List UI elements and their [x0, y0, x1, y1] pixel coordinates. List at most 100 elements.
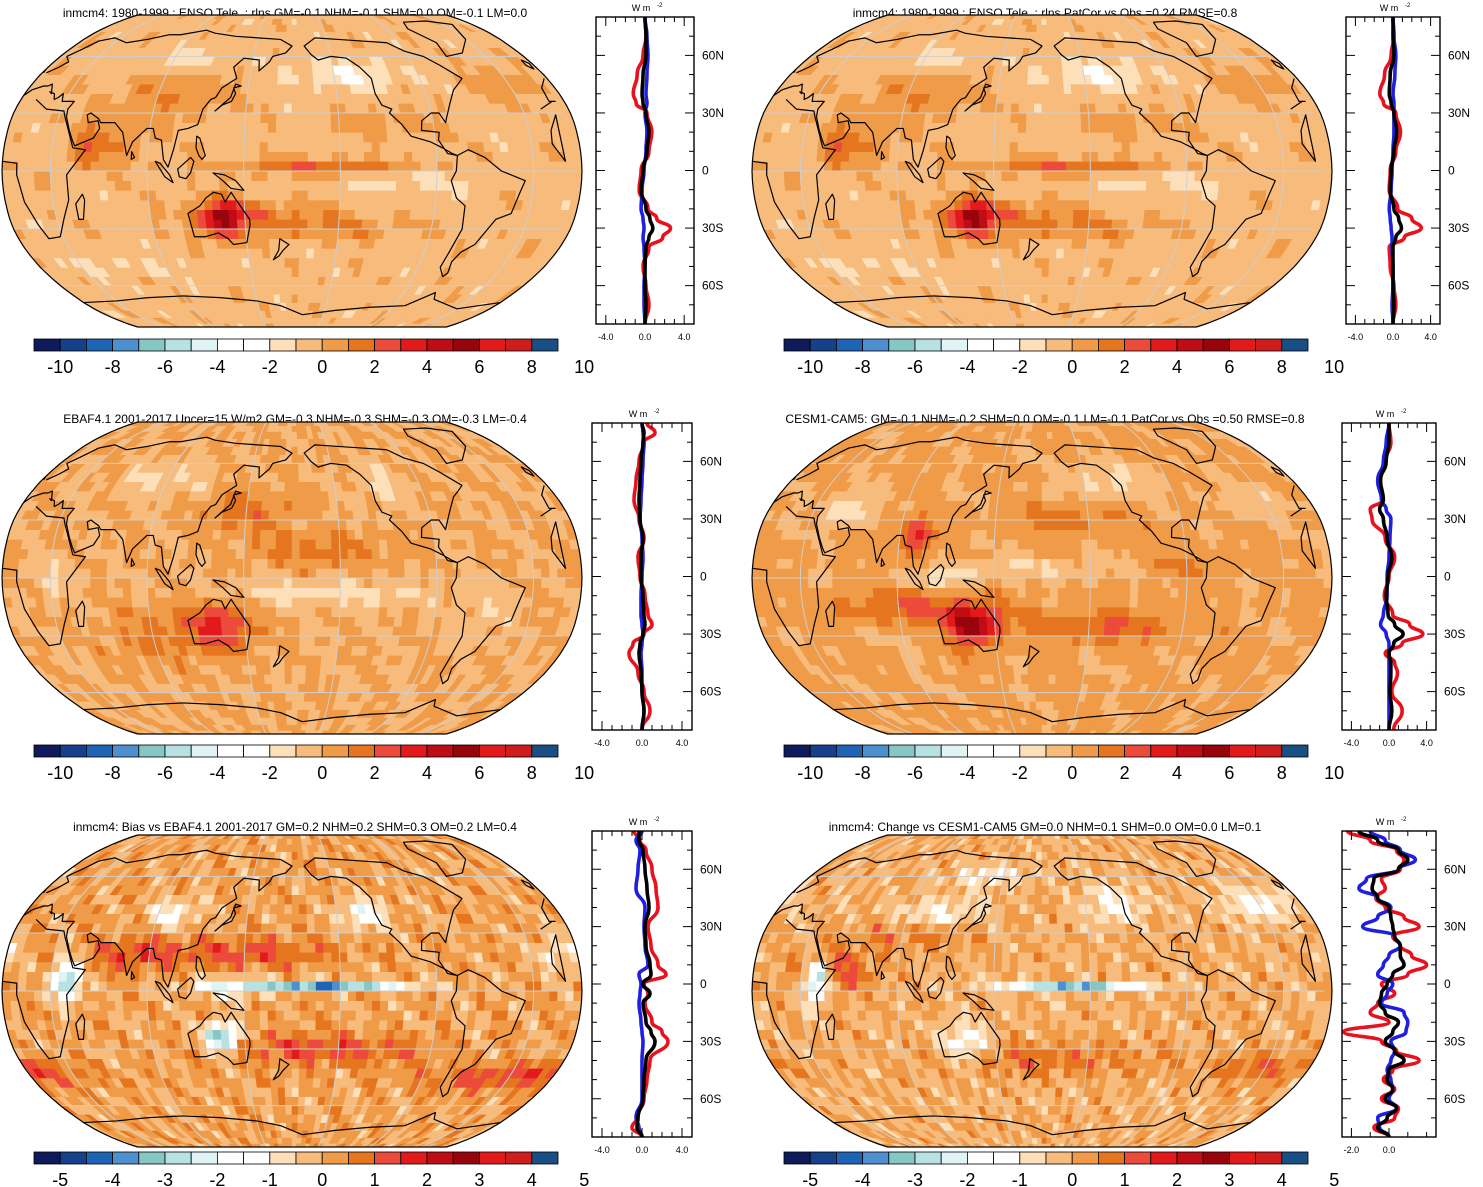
coastline-newguinea — [962, 172, 995, 191]
coastline-newguinea — [962, 992, 995, 1011]
zonal-series-black — [637, 423, 647, 730]
colorbar-tick-label: 0 — [1067, 357, 1077, 377]
colorbar-tick-label: -4 — [209, 357, 225, 377]
colorbar-tick-label: -8 — [105, 357, 121, 377]
coastline-borneo — [177, 156, 195, 180]
zonal-x-tick-label: 0.0 — [1383, 738, 1396, 748]
coastline-greenland — [402, 427, 467, 465]
zonal-unit-exponent: -2 — [657, 3, 663, 9]
zonal-y-tick-label: 30S — [700, 1034, 721, 1048]
coastline-madagascar — [825, 1013, 836, 1040]
colorbar-swatch — [321, 338, 349, 352]
zonal-series-red — [1378, 17, 1423, 324]
coastline-philippines — [945, 135, 956, 160]
graticule — [2, 835, 574, 1147]
zonal-x-tick-label: -4.0 — [594, 738, 610, 748]
map-border — [751, 421, 1333, 735]
zonal-mean-plot: -4.0 0.0 4.0 60N 30N 0 30S 60S W m -2 — [1341, 409, 1466, 748]
colorbar-tick-label: -3 — [907, 1170, 923, 1187]
zonal-unit-exponent: -2 — [654, 409, 660, 415]
coastline-philippines — [195, 542, 206, 567]
zonal-unit-label: W m — [1376, 409, 1395, 419]
colorbar-tick-label: 10 — [1324, 763, 1344, 783]
coastline-australia — [937, 1011, 1001, 1066]
panel-title: inmcm4: Change vs CESM1-CAM5 GM=0.0 NHM=… — [829, 820, 1262, 834]
colorbar-swatch — [967, 744, 995, 758]
colorbar-tick-label: 0 — [1067, 1170, 1077, 1187]
map-border — [1, 834, 583, 1148]
zonal-x-tick-label: 0.0 — [636, 1145, 649, 1155]
zonal-y-tick-label: 60N — [702, 48, 724, 62]
zonal-series-black — [1377, 423, 1405, 730]
colorbar-swatch — [400, 1151, 428, 1165]
coastline-antarctica — [83, 291, 501, 316]
coastline-newguinea — [212, 579, 245, 598]
zonal-unit-label: W m — [1376, 817, 1395, 827]
colorbar-tick-label: 6 — [1224, 763, 1234, 783]
coastline-sumatra — [904, 160, 924, 184]
coastline-africa — [752, 919, 1317, 1060]
colorbar-swatch — [112, 1151, 140, 1165]
zonal-y-tick-label: 60N — [700, 862, 722, 876]
map-field — [2, 835, 582, 1147]
coastline-greenland — [402, 840, 467, 878]
colorbar-swatch — [940, 1151, 968, 1165]
colorbar-swatch — [1229, 744, 1257, 758]
colorbar-tick-label: -4 — [959, 357, 975, 377]
coastline-srilanka — [130, 558, 136, 567]
coastlines — [2, 840, 567, 1136]
map-field — [752, 835, 1332, 1147]
graticule — [752, 15, 1324, 327]
colorbar-swatch — [374, 744, 402, 758]
colorbar-swatch — [1255, 744, 1283, 758]
coastline-madagascar — [75, 193, 86, 220]
zonal-series-red — [1342, 831, 1429, 1137]
colorbar-swatch — [1071, 744, 1099, 758]
colorbar-tick-label: 10 — [574, 763, 594, 783]
colorbar-swatch — [1045, 744, 1073, 758]
zonal-x-tick-label: 4.0 — [1424, 332, 1437, 342]
colorbar-tick-label: -8 — [855, 763, 871, 783]
colorbar-tick-label: -5 — [52, 1170, 68, 1187]
colorbar-swatch — [914, 1151, 942, 1165]
colorbar-swatch — [452, 338, 480, 352]
coastline-greenland — [1152, 840, 1217, 878]
coastline-philippines — [195, 135, 206, 160]
colorbar-swatch — [1281, 338, 1309, 352]
colorbar-swatch — [1255, 338, 1283, 352]
colorbar-swatch — [112, 744, 140, 758]
zonal-y-tick-label: 0 — [700, 570, 707, 584]
coastline-srilanka — [130, 971, 136, 980]
zonal-mean-plot: -2.0 0.0 60N 30N 0 30S 60S W m -2 — [1341, 817, 1466, 1155]
colorbar-tick-label: -2 — [262, 357, 278, 377]
colorbar-tick-label: -2 — [209, 1170, 225, 1187]
zonal-series-black — [1387, 17, 1404, 324]
zonal-x-tick-label: 0.0 — [639, 332, 652, 342]
zonal-x-tick-label: -4.0 — [594, 1145, 610, 1155]
coastline-sumatra — [154, 980, 174, 1004]
graticule — [752, 835, 1324, 1147]
colorbar-tick-label: 4 — [1172, 763, 1182, 783]
coastline-namerica — [303, 37, 463, 157]
zonal-y-tick-label: 60S — [1444, 685, 1465, 699]
colorbar-tick-label: 8 — [527, 763, 537, 783]
coastline-madagascar — [75, 600, 86, 627]
coastline-philippines — [195, 955, 206, 980]
zonal-y-tick-label: 60N — [1444, 454, 1466, 468]
colorbar-tick-label: -2 — [959, 1170, 975, 1187]
colorbar-swatch — [1045, 338, 1073, 352]
colorbar-swatch — [269, 744, 297, 758]
zonal-y-tick-label: 0 — [1448, 164, 1455, 178]
zonal-unit-label: W m — [632, 3, 651, 13]
coastline-samerica — [1189, 149, 1276, 278]
zonal-mean-plot: -4.0 0.0 4.0 60N 30N 0 30S 60S W m -2 — [591, 817, 722, 1155]
coastline-japan — [964, 83, 992, 112]
colorbar-tick-label: 0 — [1067, 763, 1077, 783]
colorbar-tick-label: 5 — [579, 1170, 589, 1187]
colorbar-swatch — [452, 1151, 480, 1165]
zonal-y-tick-label: 0 — [1444, 570, 1451, 584]
colorbar-swatch — [164, 744, 192, 758]
colorbar: -10 -8 -6 -4 -2 0 2 4 6 8 10 — [33, 744, 594, 783]
colorbar-swatch — [505, 744, 533, 758]
